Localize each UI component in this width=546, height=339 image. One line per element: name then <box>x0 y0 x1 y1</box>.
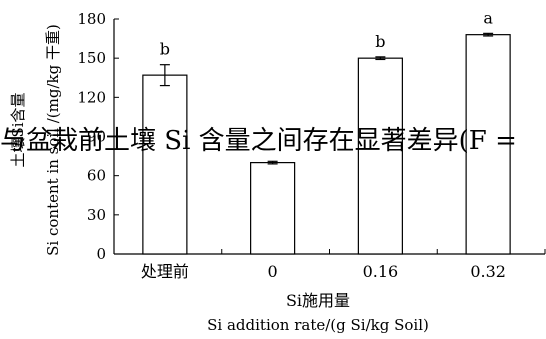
y-tick-label: 30 <box>87 206 106 224</box>
x-tick-label: 0 <box>268 262 278 281</box>
y-axis-label-en: Si content in soil /(mg/kg 干重) <box>44 24 62 256</box>
bar <box>142 74 188 255</box>
x-axis-label-en: Si addition rate/(g Si/kg Soil) <box>207 316 429 334</box>
y-tick-label: 150 <box>77 49 106 67</box>
x-axis: 处理前 0 0.16 0.32 <box>114 249 546 281</box>
y-tick-label: 180 <box>77 10 106 28</box>
x-tick-label: 处理前 <box>141 262 189 281</box>
y-tick-label: 60 <box>87 167 106 185</box>
y-tick-label: 0 <box>96 245 106 263</box>
x-tick-label: 0.32 <box>470 262 506 281</box>
axis-labels: 土壤Si含量 Si content in soil /(mg/kg 干重) Si… <box>9 24 429 334</box>
bars-group: b b a <box>142 8 511 255</box>
bar <box>357 57 403 255</box>
y-tick-label: 90 <box>87 128 106 146</box>
x-tick-label: 0.16 <box>363 262 399 281</box>
bar <box>465 34 511 255</box>
bar <box>250 162 296 255</box>
significance-label: b <box>160 40 170 59</box>
significance-label: a <box>483 8 493 27</box>
x-axis-label: Si施用量 <box>286 291 350 310</box>
y-axis-label: 土壤Si含量 <box>9 92 27 167</box>
significance-label: b <box>375 32 385 51</box>
caption-fragment: 与盆栽前土壤 Si 含量之间存在显著差异(F = <box>0 126 517 156</box>
y-tick-label: 120 <box>77 88 106 106</box>
y-axis: 0 30 60 90 120 150 180 <box>77 10 119 263</box>
